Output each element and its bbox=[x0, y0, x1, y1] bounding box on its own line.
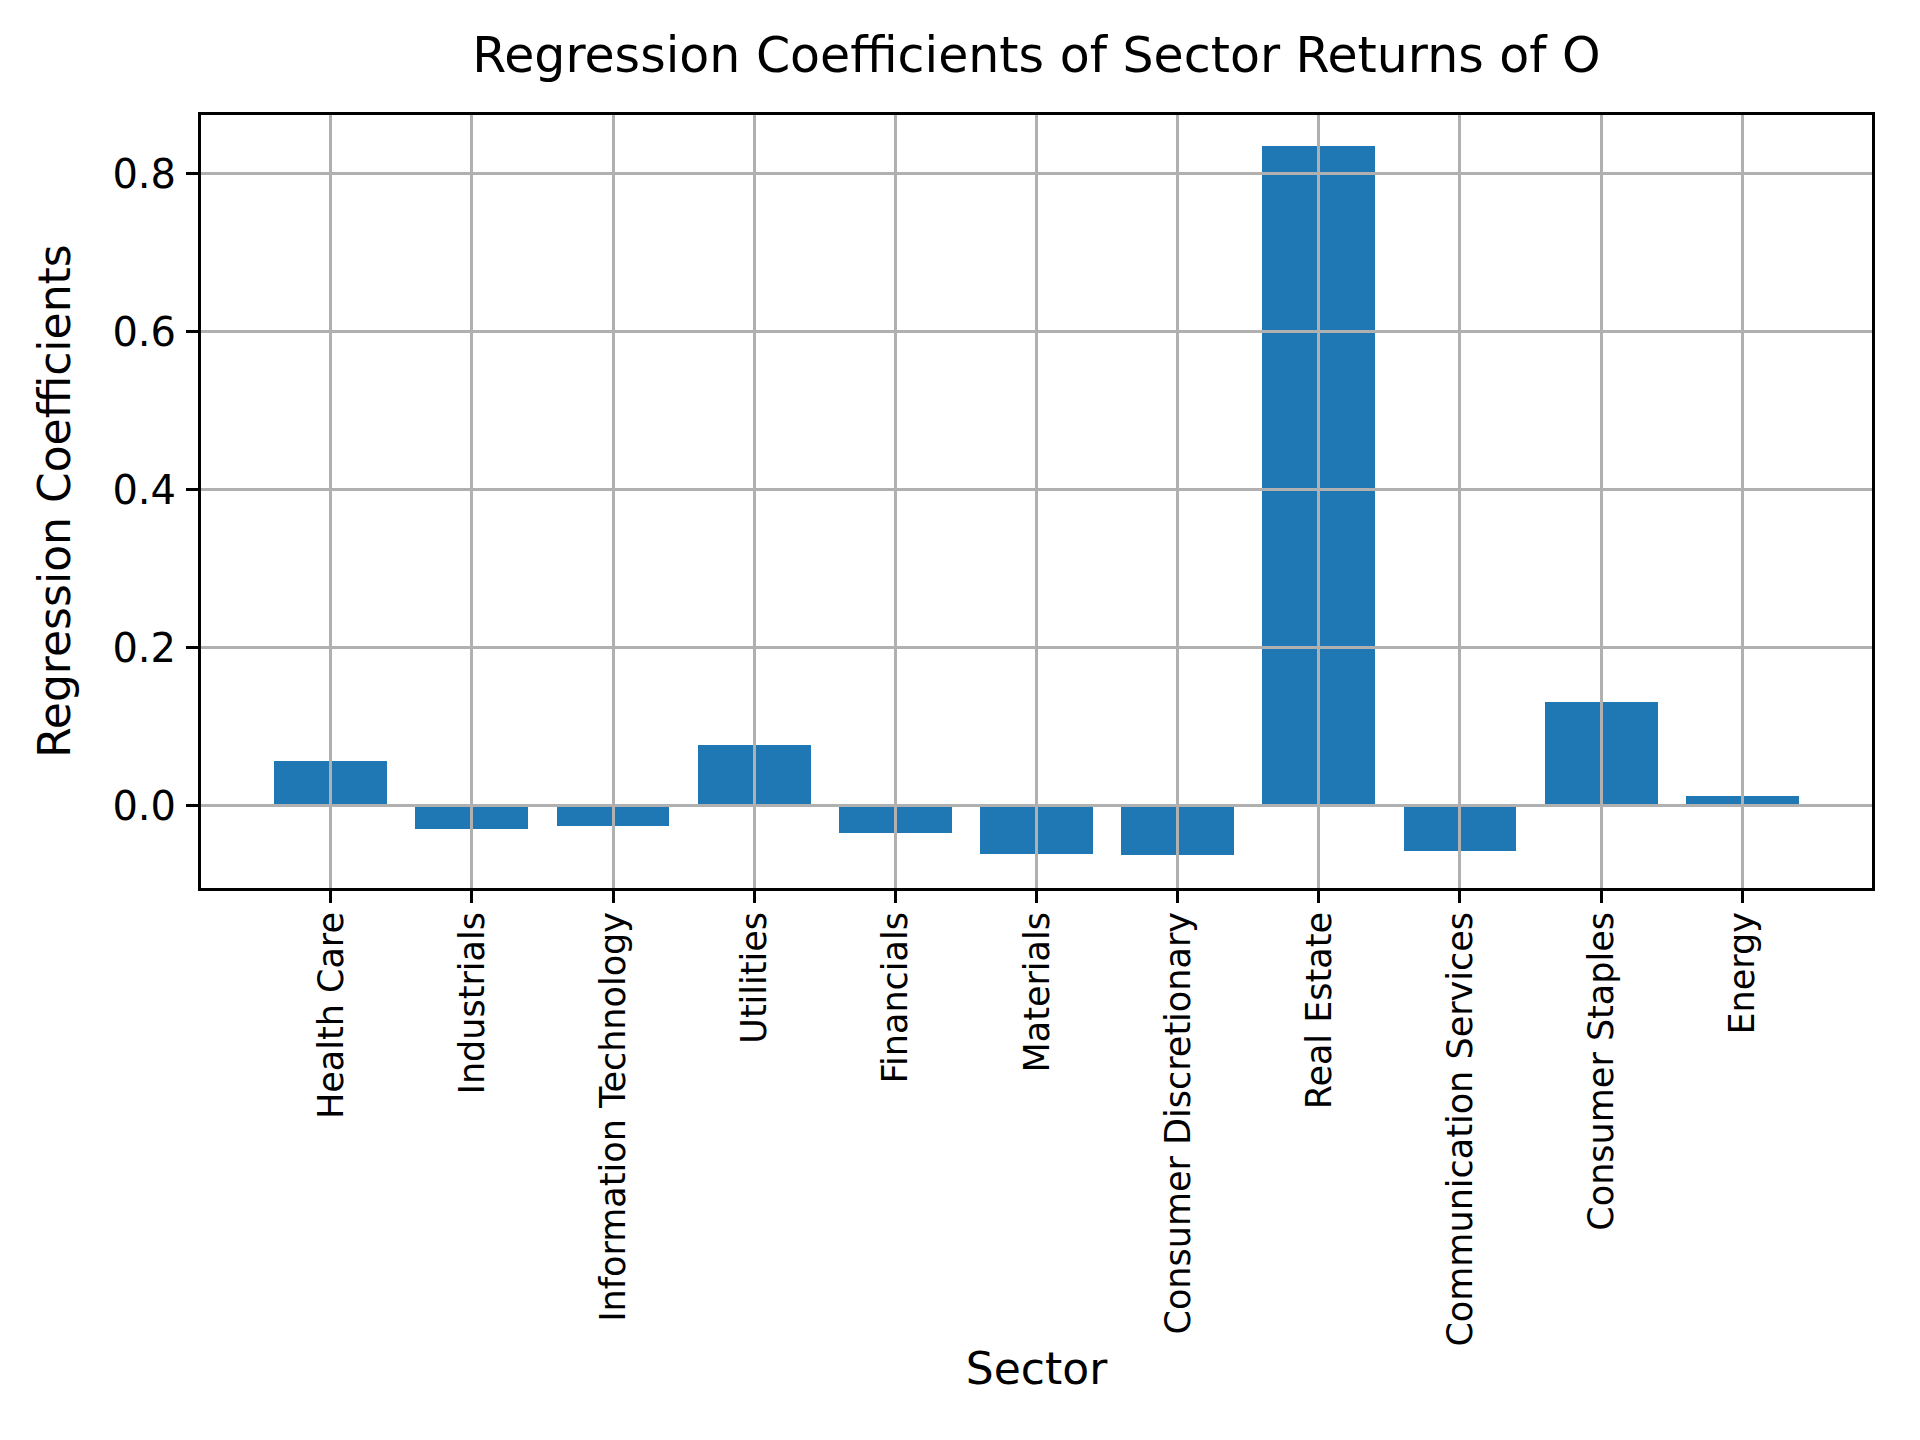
x-tick bbox=[753, 891, 756, 903]
x-tick bbox=[612, 891, 615, 903]
y-tick bbox=[186, 330, 198, 333]
x-tick bbox=[1741, 891, 1744, 903]
x-gridline bbox=[329, 112, 332, 891]
x-axis-label: Sector bbox=[198, 1345, 1875, 1393]
x-gridline bbox=[1600, 112, 1603, 891]
x-tick bbox=[1600, 891, 1603, 903]
x-tick-label: Utilities bbox=[733, 912, 775, 1044]
x-tick bbox=[470, 891, 473, 903]
y-tick bbox=[186, 172, 198, 175]
x-tick bbox=[1458, 891, 1461, 903]
x-tick-label: Industrials bbox=[451, 912, 493, 1094]
y-tick bbox=[186, 804, 198, 807]
x-tick-label: Financials bbox=[874, 912, 916, 1084]
chart-title: Regression Coefficients of Sector Return… bbox=[198, 28, 1875, 84]
x-tick bbox=[329, 891, 332, 903]
y-tick-label: 0.0 bbox=[0, 786, 176, 826]
x-tick-label: Energy bbox=[1721, 912, 1763, 1035]
x-gridline bbox=[1741, 112, 1744, 891]
x-tick bbox=[1176, 891, 1179, 903]
x-tick-label: Consumer Discretionary bbox=[1157, 912, 1199, 1335]
x-gridline bbox=[1458, 112, 1461, 891]
x-tick-label: Materials bbox=[1016, 912, 1058, 1072]
x-tick bbox=[894, 891, 897, 903]
y-tick bbox=[186, 488, 198, 491]
x-tick-label: Consumer Staples bbox=[1580, 912, 1622, 1231]
y-tick-label: 0.2 bbox=[0, 628, 176, 668]
x-tick-label: Information Technology bbox=[592, 912, 634, 1322]
y-tick-label: 0.4 bbox=[0, 470, 176, 510]
x-tick bbox=[1317, 891, 1320, 903]
x-gridline bbox=[894, 112, 897, 891]
figure: Regression Coefficients of Sector Return… bbox=[0, 0, 1920, 1440]
x-tick-label: Communication Services bbox=[1439, 912, 1481, 1347]
x-gridline bbox=[1317, 112, 1320, 891]
x-gridline bbox=[1035, 112, 1038, 891]
x-gridline bbox=[1176, 112, 1179, 891]
x-tick-label: Health Care bbox=[310, 912, 352, 1119]
y-tick bbox=[186, 646, 198, 649]
x-gridline bbox=[470, 112, 473, 891]
x-gridline bbox=[612, 112, 615, 891]
x-gridline bbox=[753, 112, 756, 891]
x-tick bbox=[1035, 891, 1038, 903]
x-tick-label: Real Estate bbox=[1298, 912, 1340, 1109]
plot-area bbox=[198, 112, 1875, 891]
y-tick-label: 0.8 bbox=[0, 154, 176, 194]
y-tick-label: 0.6 bbox=[0, 312, 176, 352]
